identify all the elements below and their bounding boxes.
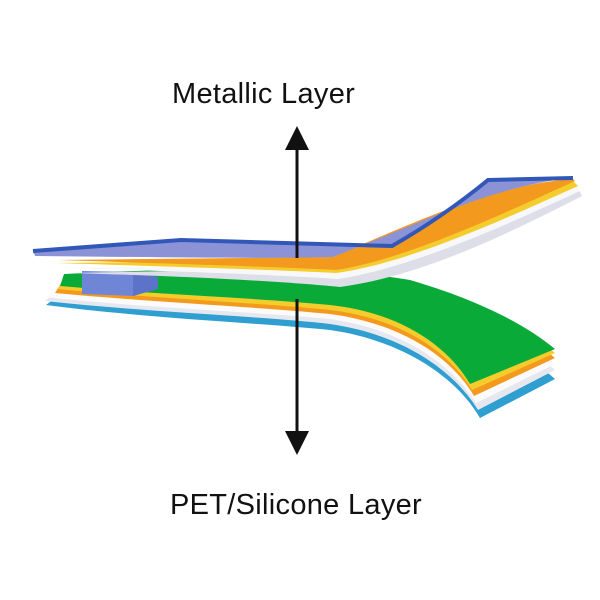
pet-silicone-layer-label: PET/Silicone Layer [170,489,423,521]
metallic-layer-edge [32,176,574,253]
metallic-layer-stack [32,176,582,287]
metallic-layer-label: Metallic Layer [172,78,356,110]
top-stack-gray-underlayer [70,184,582,287]
metallic-layer-top-surface [33,178,573,258]
pet-silicone-layer-stack [45,268,555,418]
top-stack-orange-layer [58,179,575,270]
spacer-block [82,271,158,296]
pet-silicone-green-surface [60,268,555,384]
